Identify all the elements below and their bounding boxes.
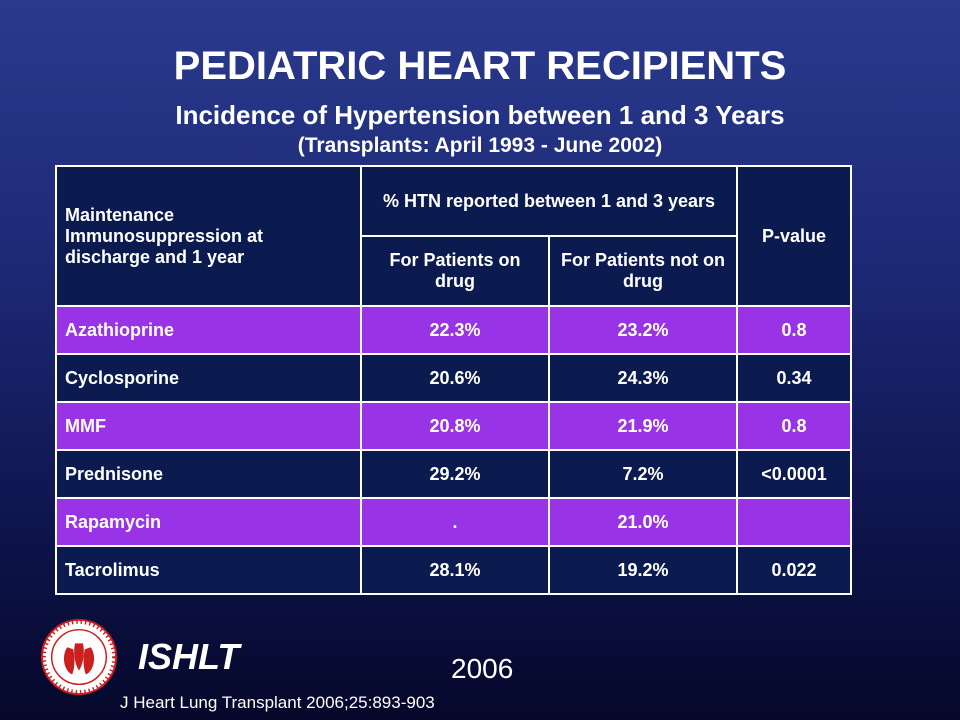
- not-on-drug-cell: 21.0%: [547, 497, 739, 547]
- header-pvalue: P-value: [736, 165, 853, 307]
- on-drug-cell: 28.1%: [360, 545, 550, 595]
- header-immunosuppression: Maintenance Immunosuppression at dischar…: [55, 165, 362, 307]
- on-drug-cell: .: [360, 497, 550, 547]
- page-subtitle: Incidence of Hypertension between 1 and …: [175, 100, 785, 130]
- citation: J Heart Lung Transplant 2006;25:893-903: [120, 693, 435, 712]
- pvalue-cell: [736, 497, 853, 547]
- drug-name-cell: Tacrolimus: [55, 545, 362, 595]
- not-on-drug-cell: 23.2%: [547, 305, 739, 355]
- ishlt-seal-icon: [40, 618, 118, 696]
- on-drug-cell: 29.2%: [360, 449, 550, 499]
- pvalue-cell: 0.022: [736, 545, 853, 595]
- not-on-drug-cell: 19.2%: [547, 545, 739, 595]
- table-row: Prednisone 29.2% 7.2% <0.0001: [55, 449, 853, 499]
- table-row: Azathioprine 22.3% 23.2% 0.8: [55, 305, 853, 355]
- table-body: Azathioprine 22.3% 23.2% 0.8 Cyclosporine 20.…: [55, 305, 853, 595]
- page-title: PEDIATRIC HEART RECIPIENTS: [173, 44, 787, 88]
- hypertension-table: Maintenance Immunosuppression at dischar…: [55, 165, 853, 595]
- on-drug-cell: 20.8%: [360, 401, 550, 451]
- report-year: 2006: [451, 653, 514, 684]
- header-on-drug: For Patients on drug: [360, 235, 550, 307]
- pvalue-cell: <0.0001: [736, 449, 853, 499]
- header-htn-group: % HTN reported between 1 and 3 years: [359, 165, 739, 237]
- pvalue-cell: 0.8: [736, 305, 853, 355]
- header-not-on-drug: For Patients not on drug: [547, 235, 739, 307]
- on-drug-cell: 20.6%: [360, 353, 550, 403]
- drug-name-cell: MMF: [55, 401, 362, 451]
- org-name: ISHLT: [138, 636, 240, 677]
- table-row: Tacrolimus 28.1% 19.2% 0.022: [55, 545, 853, 595]
- pvalue-cell: 0.8: [736, 401, 853, 451]
- transplant-period: (Transplants: April 1993 - June 2002): [297, 134, 663, 157]
- pvalue-cell: 0.34: [736, 353, 853, 403]
- table-row: Cyclosporine 20.6% 24.3% 0.34: [55, 353, 853, 403]
- on-drug-cell: 22.3%: [360, 305, 550, 355]
- drug-name-cell: Rapamycin: [55, 497, 362, 547]
- table-subheader-row: For Patients on drug For Patients not on…: [56, 235, 851, 307]
- table-row: Rapamycin. 21.0%: [55, 497, 853, 547]
- not-on-drug-cell: 24.3%: [547, 353, 739, 403]
- table-header-row: Maintenance Immunosuppression at dischar…: [55, 165, 853, 307]
- not-on-drug-cell: 7.2%: [547, 449, 739, 499]
- not-on-drug-cell: 21.9%: [547, 401, 739, 451]
- drug-name-cell: Prednisone: [55, 449, 362, 499]
- drug-name-cell: Cyclosporine: [55, 353, 362, 403]
- table-row: MMF 20.8% 21.9% 0.8: [55, 401, 853, 451]
- drug-name-cell: Azathioprine: [55, 305, 362, 355]
